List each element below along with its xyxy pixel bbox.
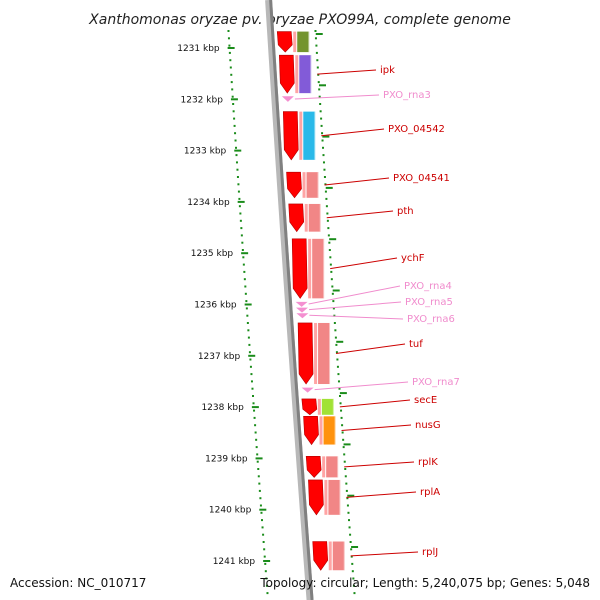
cog-bar [326,456,339,478]
rna-label: PXO_rna4 [404,281,452,292]
gene-label: rplJ [422,547,438,558]
gene-label: ipk [380,65,395,76]
gene-label: PXO_04541 [393,173,450,184]
cds-arrow [286,171,302,199]
cog-bar [323,416,336,445]
accession-text: Accession: NC_010717 [10,576,147,590]
cds-arrow [282,111,299,161]
cds-arrow [278,54,295,94]
gene-label: rplA [420,487,440,498]
kbp-tick-label: 1234 kbp [187,198,230,208]
cog-bar [318,322,331,385]
features [276,31,346,571]
kbp-tick-label: 1236 kbp [194,301,237,311]
gene-label: ychF [401,253,425,264]
rna-arrow [281,96,294,102]
label-leader-line [308,301,402,311]
kbp-tick-label: 1237 kbp [198,352,241,362]
kbp-tick-label: 1235 kbp [191,249,234,259]
cog-bar [321,398,334,415]
label-leader-line [294,94,380,100]
rna-label: PXO_rna6 [407,314,455,325]
rna-label: PXO_rna3 [383,90,431,101]
label-leader-line [350,551,419,557]
label-leader-line [335,343,406,354]
kbp-tick-label: 1232 kbp [181,95,224,105]
kbp-tick-label: 1241 kbp [213,557,256,567]
gene-label: tuf [409,339,423,350]
rna-label: PXO_rna5 [405,297,453,308]
label-leader-line [317,69,377,75]
genome-summary-text: Topology: circular; Length: 5,240,075 bp… [260,576,590,590]
gene-label: pth [397,206,414,217]
rna-arrow [295,301,308,307]
label-leader-line [309,314,404,320]
cds-arrow [303,416,319,446]
cds-arrow [301,398,318,416]
label-leader-line [326,210,394,219]
gene-label: secE [414,395,437,406]
cog-bar [297,31,310,53]
kbp-tick-label: 1239 kbp [205,454,248,464]
backbone [265,0,359,600]
cog-bar [332,541,345,571]
cds-arrow [276,31,293,53]
label-leader-line [344,461,415,468]
cog-bar [308,203,321,232]
label-leader-line [341,424,412,431]
kbp-tick-label: 1233 kbp [184,147,227,157]
rna-arrow [296,313,309,319]
gene-label: nusG [415,420,441,431]
rna-arrow [301,387,314,393]
cds-arrow [291,238,308,299]
cds-arrow [312,541,329,571]
label-leader-line [330,257,398,270]
kbp-tick-label: 1231 kbp [177,44,220,54]
rna-arrow [296,307,309,313]
kbp-scale: 1231 kbp 1232 kbp 1233 kbp 1234 kbp 1235 kbp… [177,30,271,595]
label-leader-line [308,285,401,305]
cog-bar [299,55,312,94]
label-leader-line [339,399,411,408]
cds-arrow [288,203,305,233]
cds-arrow [297,322,314,385]
cds-arrow [308,479,324,516]
label-leader-line [314,381,409,391]
label-leader-line [324,177,390,186]
map-title: Xanthomonas oryzae pv. oryzae PXO99A, co… [88,12,511,28]
kbp-tick-label: 1240 kbp [209,506,252,516]
cog-bar [303,111,316,160]
cog-bar [306,172,319,198]
gene-label: PXO_04542 [388,124,445,135]
rna-label: PXO_rna7 [412,377,460,388]
cog-bar [312,238,325,299]
cog-bar [328,479,341,515]
label-leader-line [321,128,385,137]
kbp-tick-label: 1238 kbp [201,403,244,413]
cds-arrow [305,456,322,478]
label-leader-line [346,491,417,498]
gene-label: rplK [418,457,438,468]
